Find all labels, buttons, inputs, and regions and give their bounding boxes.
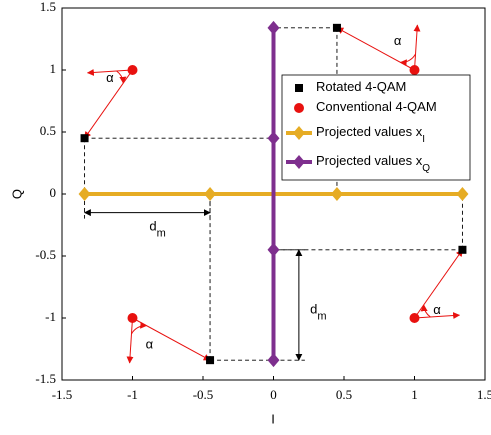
point xyxy=(458,245,467,254)
point xyxy=(204,187,217,201)
distance-label: dm xyxy=(149,219,165,239)
point xyxy=(267,20,280,35)
y-tick-label: 0 xyxy=(50,185,57,200)
legend-label: Rotated 4-QAM xyxy=(316,79,406,94)
y-tick-label: 1.5 xyxy=(40,0,56,14)
reference-arrow xyxy=(414,312,461,320)
legend-name: Conventional 4-QAM xyxy=(316,99,437,114)
distance-subscript: m xyxy=(157,227,166,239)
x-tick-label: 1.5 xyxy=(477,387,491,402)
angle-label: α xyxy=(433,302,441,317)
angle-arc xyxy=(116,70,127,84)
y-tick-label: -1.5 xyxy=(35,371,56,386)
legend-label: Projected values xQ xyxy=(316,153,430,173)
x-tick-label: -1.5 xyxy=(52,387,73,402)
point xyxy=(294,103,304,113)
angle-arc xyxy=(131,321,148,335)
point xyxy=(330,187,343,201)
point xyxy=(293,126,305,140)
point xyxy=(127,313,138,323)
reference-arrow xyxy=(86,68,133,76)
y-tick-label: 1 xyxy=(50,61,57,76)
x-tick-label: 0 xyxy=(270,387,277,402)
point xyxy=(295,84,303,92)
legend-name: Projected values x xyxy=(316,124,423,139)
angle-label: α xyxy=(394,33,402,48)
point xyxy=(332,23,341,32)
legend-name: Projected values x xyxy=(316,153,423,168)
point xyxy=(267,242,280,257)
point xyxy=(409,313,420,323)
point xyxy=(206,356,215,365)
y-tick-label: 0.5 xyxy=(40,123,56,138)
point xyxy=(409,65,420,75)
x-axis-label: I xyxy=(271,411,275,426)
angle-label: α xyxy=(106,70,114,85)
point xyxy=(456,187,469,201)
legend-label: Projected values xI xyxy=(316,124,425,144)
x-tick-label: 1 xyxy=(411,387,418,402)
distance-label: dm xyxy=(310,302,326,322)
distance-symbol: d xyxy=(149,219,156,234)
distance-symbol: d xyxy=(310,302,317,317)
x-tick-label: 0.5 xyxy=(336,387,352,402)
distance-subscript: m xyxy=(317,310,326,322)
angle-label: α xyxy=(146,337,154,352)
legend-subscript: I xyxy=(422,134,425,145)
point xyxy=(293,155,305,169)
point xyxy=(78,187,91,201)
point xyxy=(267,353,280,368)
legend-name: Rotated 4-QAM xyxy=(316,79,406,94)
y-tick-label: -0.5 xyxy=(35,247,56,262)
x-tick-label: -0.5 xyxy=(193,387,214,402)
point xyxy=(267,131,280,146)
reference-arrow xyxy=(126,317,134,364)
y-tick-label: -1 xyxy=(45,309,56,324)
point xyxy=(80,134,89,143)
reference-arrow xyxy=(413,24,421,71)
legend-subscript: Q xyxy=(422,163,430,174)
angle-arc xyxy=(399,53,416,67)
legend-label: Conventional 4-QAM xyxy=(316,99,437,114)
legend-box xyxy=(281,74,471,181)
point xyxy=(127,65,138,75)
y-axis-label: Q xyxy=(9,189,24,199)
angle-arc xyxy=(420,304,431,318)
x-tick-label: -1 xyxy=(127,387,138,402)
